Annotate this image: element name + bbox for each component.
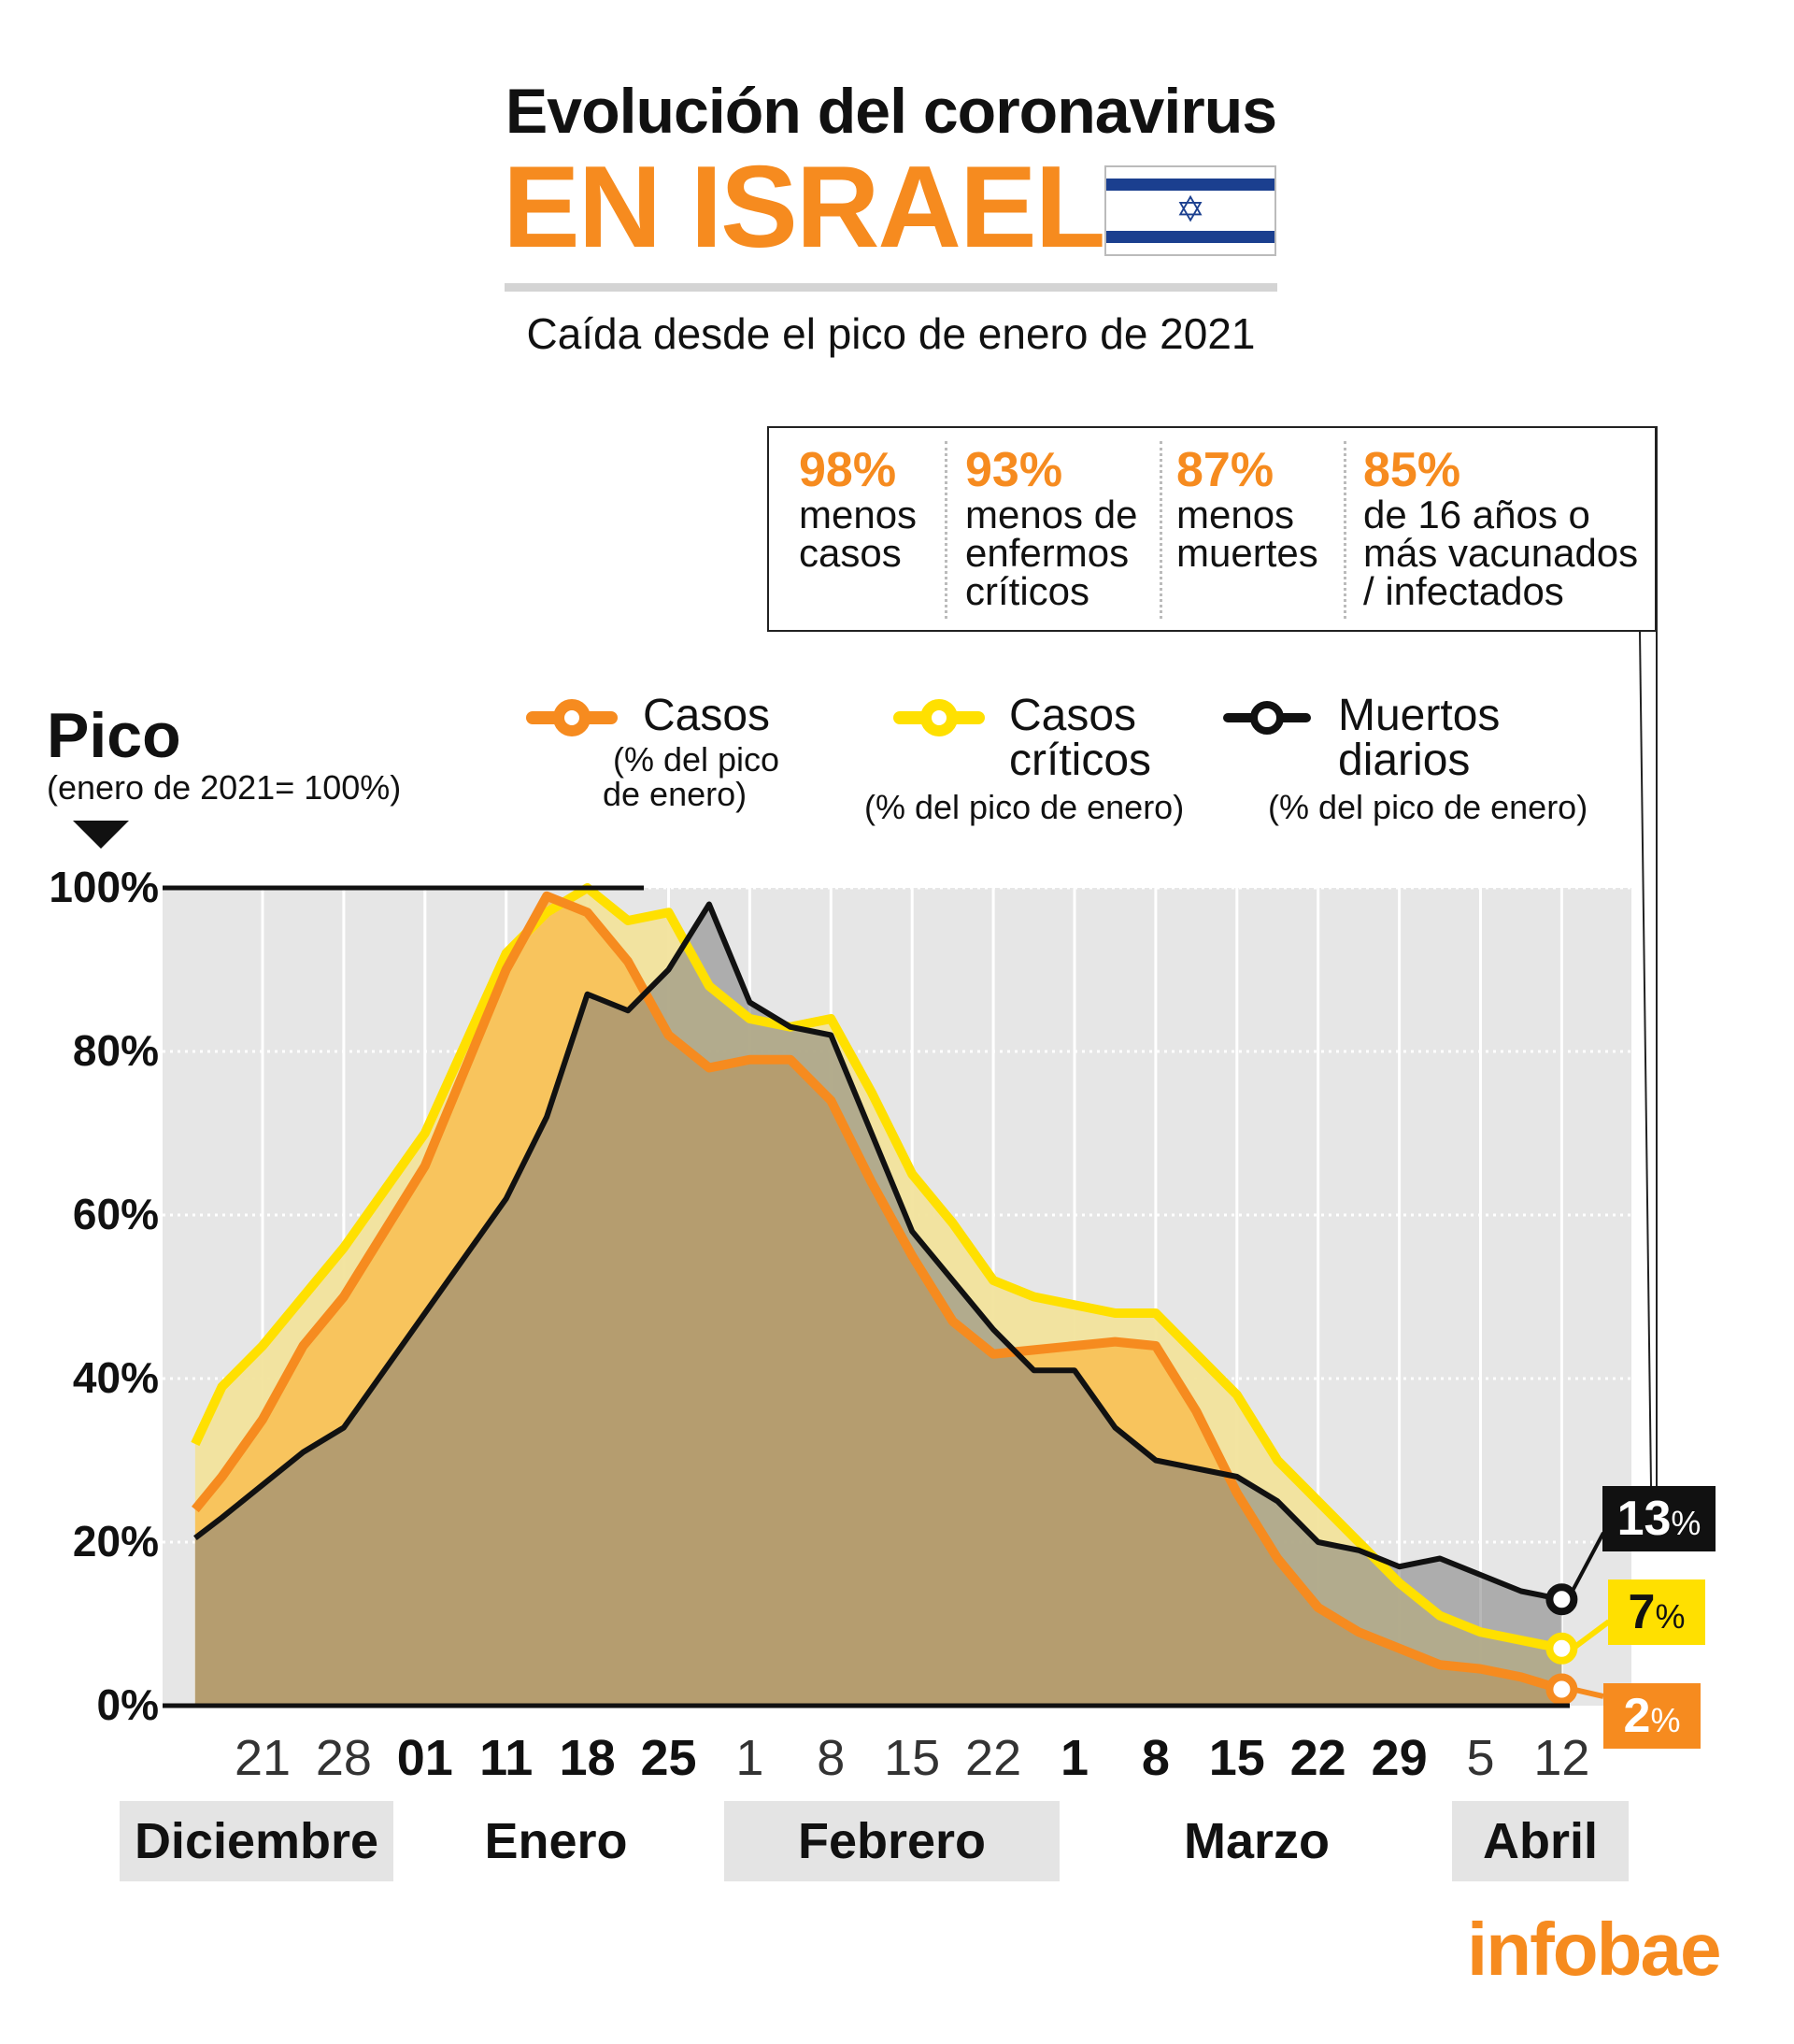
percent-sign: % — [1671, 1504, 1701, 1542]
stat-text: muertes — [1176, 531, 1318, 575]
stat-text: de 16 años o — [1363, 493, 1590, 536]
x-tick-label: 15 — [1208, 1730, 1265, 1786]
stat-cases: 98% menos casos — [799, 443, 918, 575]
stat-pct: 93% — [965, 443, 1063, 497]
stat-vaccinated: 85% de 16 años o más vacunados / infecta… — [1363, 443, 1639, 613]
x-tick-label: 28 — [315, 1730, 372, 1786]
x-tick-label: 22 — [965, 1730, 1022, 1786]
x-tick-label: 12 — [1533, 1730, 1590, 1786]
stat-text: menos de — [965, 493, 1138, 536]
stat-deaths: 87% menos muertes — [1176, 443, 1318, 575]
leader-line — [1639, 631, 1652, 1487]
title-divider — [505, 283, 1277, 292]
y-tick-label: 100% — [49, 863, 159, 911]
month-label: Febrero — [724, 1801, 1060, 1881]
pointer-line — [1571, 1619, 1611, 1651]
legend-critical-label: Casos — [1009, 691, 1137, 740]
legend-cases-sub: de enero) — [603, 775, 748, 813]
legend-critical-sub: (% del pico de enero) — [864, 788, 1185, 826]
stat-text: críticos — [965, 569, 1090, 613]
legend-cases-label: Casos — [643, 691, 771, 740]
stat-critical: 93% menos de enfermos críticos — [965, 443, 1138, 613]
y-axis-subtitle: (enero de 2021= 100%) — [47, 768, 402, 807]
legend-critical-label2: críticos — [1009, 736, 1152, 785]
month-label: Abril — [1452, 1801, 1629, 1881]
end-label-muertos-diarios: 13% — [1602, 1486, 1716, 1551]
y-tick-label: 80% — [72, 1026, 159, 1075]
legend-marker-icon — [920, 699, 958, 736]
legend-marker-icon — [553, 699, 591, 736]
month-label: Marzo — [1183, 1813, 1330, 1869]
pointer-line — [1572, 1686, 1604, 1699]
x-tick-label: 21 — [234, 1730, 292, 1786]
stat-pct: 87% — [1176, 443, 1274, 497]
month-label: Enero — [484, 1813, 628, 1869]
x-tick-label: 11 — [479, 1730, 534, 1786]
israel-flag-icon: ✡ — [1104, 165, 1276, 256]
title-line2: EN ISRAEL — [503, 143, 1105, 272]
y-tick-label: 20% — [72, 1517, 159, 1565]
month-label: Diciembre — [120, 1801, 393, 1881]
infobae-logo: infobae — [1467, 1908, 1721, 1991]
triangle-down-icon — [73, 821, 129, 849]
stat-text: casos — [799, 531, 902, 575]
x-tick-label: 29 — [1371, 1730, 1428, 1786]
y-tick-label: 40% — [72, 1353, 159, 1402]
y-tick-label: 0% — [96, 1680, 159, 1729]
percent-sign: % — [1650, 1701, 1681, 1739]
x-tick-label: 15 — [884, 1730, 941, 1786]
x-tick-label: 1 — [1060, 1730, 1089, 1786]
legend-cases-sub: (% del pico — [612, 740, 780, 779]
divider — [1160, 441, 1162, 619]
x-tick-label: 22 — [1289, 1730, 1346, 1786]
stat-text: más vacunados — [1363, 531, 1639, 575]
x-tick-label: 25 — [640, 1730, 697, 1786]
legend-deaths-label: Muertos — [1338, 691, 1501, 740]
divider — [945, 441, 947, 619]
legend-marker-icon — [1250, 701, 1284, 735]
legend-deaths-label2: diarios — [1338, 736, 1471, 785]
percent-sign: % — [1655, 1597, 1686, 1636]
legend-deaths-sub: (% del pico de enero) — [1268, 788, 1588, 826]
stat-pct: 98% — [799, 443, 897, 497]
pointer-line — [1571, 1532, 1605, 1592]
star-of-david-icon: ✡ — [1175, 191, 1205, 230]
end-marker — [1545, 1583, 1578, 1616]
x-tick-label: 8 — [817, 1730, 846, 1786]
area-muertos-diarios — [194, 904, 1562, 1706]
x-tick-label: 18 — [559, 1730, 616, 1786]
x-tick-label: 1 — [735, 1730, 764, 1786]
stats-box: 98% menos casos 93% menos de enfermos cr… — [767, 426, 1657, 632]
end-label-casos: 2% — [1603, 1683, 1701, 1749]
y-axis-title: Pico — [47, 700, 181, 771]
x-tick-label: 01 — [396, 1730, 453, 1786]
stat-text: menos — [1176, 493, 1295, 536]
stat-pct: 85% — [1363, 443, 1461, 497]
stat-text: / infectados — [1363, 569, 1564, 613]
end-label-casos-críticos: 7% — [1608, 1579, 1705, 1645]
x-tick-label: 5 — [1466, 1730, 1495, 1786]
divider — [1344, 441, 1346, 619]
subtitle: Caída desde el pico de enero de 2021 — [526, 309, 1256, 358]
x-tick-label: 8 — [1141, 1730, 1170, 1786]
end-marker — [1545, 1673, 1578, 1706]
y-tick-label: 60% — [72, 1190, 159, 1238]
end-marker — [1545, 1632, 1578, 1665]
stat-text: enfermos — [965, 531, 1130, 575]
title-line1: Evolución del coronavirus — [505, 76, 1277, 147]
stat-text: menos — [799, 493, 918, 536]
